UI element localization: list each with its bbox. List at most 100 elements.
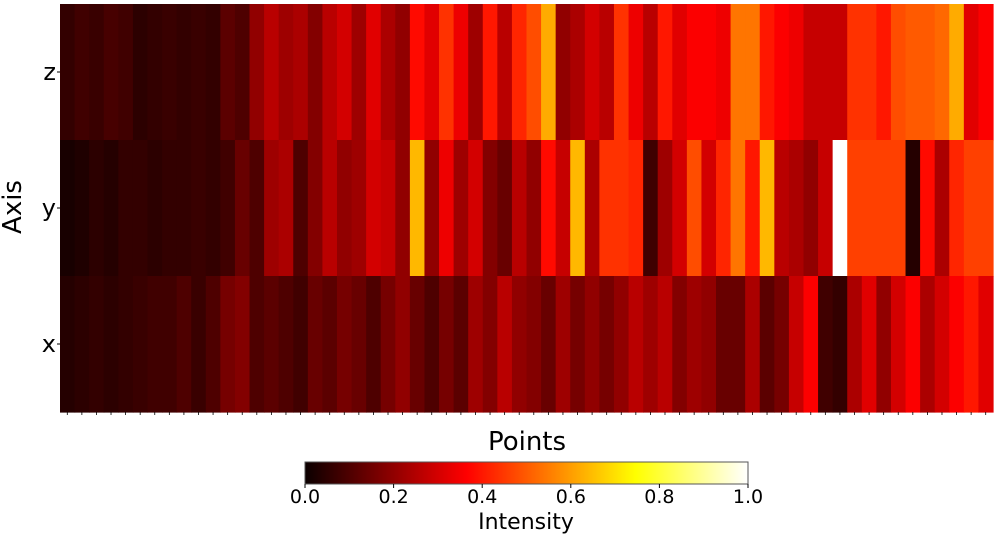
heatmap-cell-z-58: [905, 4, 921, 141]
heatmap-cell-z-5: [132, 4, 149, 141]
heatmap-cell-x-33: [541, 276, 557, 413]
heatmap-cell-y-25: [424, 140, 440, 277]
heatmap-cell-y-16: [293, 140, 309, 277]
colorbar-ticks: 0.0 0.2 0.4 0.6 0.8 1.0: [290, 484, 763, 508]
heatmap-cell-x-3: [103, 276, 119, 413]
heatmap-cell-y-61: [949, 140, 965, 277]
heatmap-cell-z-33: [541, 4, 557, 141]
heatmap-cell-x-34: [555, 276, 571, 413]
heatmap-cell-x-26: [439, 276, 455, 413]
heatmap-cell-z-47: [745, 4, 761, 141]
colorbar-tick-label-4: 0.8: [644, 486, 674, 508]
heatmap-cell-y-38: [613, 140, 630, 277]
heatmap-cell-y-57: [890, 140, 907, 277]
heatmap-cell-x-52: [818, 276, 834, 413]
heatmap-cell-y-60: [934, 140, 950, 277]
heatmap-cell-x-10: [205, 276, 221, 413]
x-axis-label: Points: [488, 427, 566, 457]
heatmap-cell-x-32: [526, 276, 542, 413]
heatmap-cell-y-56: [876, 140, 892, 277]
heatmap-cell-z-34: [555, 4, 571, 141]
heatmap-cell-x-51: [803, 276, 819, 413]
heatmap-cell-x-12: [234, 276, 251, 413]
row-label-z: z: [43, 58, 56, 86]
heatmap-cell-x-27: [453, 276, 469, 413]
heatmap-cell-z-14: [264, 4, 280, 141]
heatmap-cell-z-50: [788, 4, 805, 141]
heatmap-cell-z-28: [468, 4, 484, 141]
heatmap-cell-x-59: [920, 276, 936, 413]
heatmap-cell-y-45: [716, 140, 732, 277]
heatmap-cell-x-41: [657, 276, 673, 413]
heatmap-cell-z-11: [220, 4, 236, 141]
heatmap-cell-z-16: [293, 4, 309, 141]
heatmap-cell-y-15: [278, 140, 294, 277]
heatmap-cell-y-58: [905, 140, 921, 277]
heatmap-cell-x-45: [716, 276, 732, 413]
heatmap-cell-x-30: [497, 276, 513, 413]
heatmap-cell-y-50: [788, 140, 805, 277]
heatmap-cell-y-24: [409, 140, 426, 277]
heatmap-cell-z-44: [701, 4, 717, 141]
heatmap-cell-y-51: [803, 140, 819, 277]
colorbar: 0.0 0.2 0.4 0.6 0.8 1.0 Intensity: [290, 461, 763, 535]
heatmap-cell-z-63: [978, 4, 994, 141]
heatmap-cell-x-6: [147, 276, 163, 413]
heatmap-cell-z-4: [118, 4, 134, 141]
heatmap-cell-y-41: [657, 140, 673, 277]
heatmap-cell-y-39: [628, 140, 644, 277]
heatmap-cell-z-57: [890, 4, 907, 141]
heatmap-cell-x-23: [395, 276, 411, 413]
heatmap-cell-x-54: [847, 276, 863, 413]
heatmap-cell-y-7: [162, 140, 178, 277]
colorbar-tick-label-0: 0.0: [290, 486, 320, 508]
heatmap-cell-z-62: [963, 4, 980, 141]
heatmap-cell-z-54: [847, 4, 863, 141]
heatmap-cell-y-18: [322, 140, 338, 277]
heatmap-cell-x-62: [963, 276, 980, 413]
colorbar-tick-label-3: 0.6: [556, 486, 586, 508]
heatmap-cell-z-38: [613, 4, 630, 141]
heatmap-cell-y-54: [847, 140, 863, 277]
heatmap-cell-x-9: [191, 276, 207, 413]
y-axis-label: Axis: [0, 180, 28, 234]
heatmap-cell-x-42: [672, 276, 688, 413]
heatmap-cell-x-21: [366, 276, 382, 413]
heatmap-cell-z-1: [74, 4, 90, 141]
heatmap-cell-y-20: [351, 140, 367, 277]
heatmap-cell-x-16: [293, 276, 309, 413]
heatmap-cell-x-29: [482, 276, 498, 413]
heatmap-cell-z-22: [380, 4, 396, 141]
heatmap-cell-y-48: [759, 140, 775, 277]
heatmap-cell-y-35: [570, 140, 586, 277]
heatmap-cell-x-39: [628, 276, 644, 413]
heatmap-cell-x-36: [584, 276, 600, 413]
heatmap-cell-z-30: [497, 4, 513, 141]
heatmap-cell-y-3: [103, 140, 119, 277]
heatmap-cell-z-42: [672, 4, 688, 141]
heatmap-cell-x-24: [409, 276, 426, 413]
heatmap-cell-x-57: [890, 276, 907, 413]
heatmap-cell-z-45: [716, 4, 732, 141]
heatmap-cell-y-26: [439, 140, 455, 277]
heatmap-cell-z-35: [570, 4, 586, 141]
heatmap-cell-y-5: [132, 140, 149, 277]
heatmap-cell-x-58: [905, 276, 921, 413]
heatmap-cell-x-18: [322, 276, 338, 413]
heatmap-cell-y-53: [832, 140, 848, 277]
heatmap-cell-x-15: [278, 276, 294, 413]
heatmap-cell-y-33: [541, 140, 557, 277]
heatmap-cell-z-60: [934, 4, 950, 141]
heatmap-cell-x-17: [307, 276, 324, 413]
heatmap-cell-y-4: [118, 140, 134, 277]
heatmap-cell-x-47: [745, 276, 761, 413]
heatmap-cell-z-6: [147, 4, 163, 141]
heatmap-cell-x-38: [613, 276, 630, 413]
heatmap-cell-x-48: [759, 276, 775, 413]
heatmap-cell-x-53: [832, 276, 848, 413]
heatmap-cell-x-22: [380, 276, 396, 413]
heatmap-cell-z-21: [366, 4, 382, 141]
heatmap-cell-z-31: [511, 4, 528, 141]
heatmap-cell-z-61: [949, 4, 965, 141]
heatmap-cell-y-10: [205, 140, 221, 277]
